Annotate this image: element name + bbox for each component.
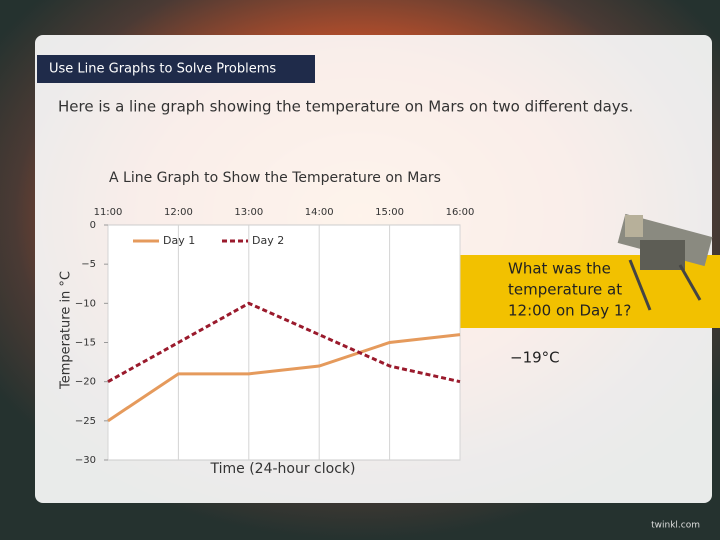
question-line: 12:00 on Day 1? <box>508 302 631 320</box>
y-tick-label: 0 <box>90 220 96 231</box>
x-tick-label: 14:00 <box>305 207 334 218</box>
y-tick-label: −25 <box>75 416 96 427</box>
x-tick-label: 12:00 <box>164 207 193 218</box>
legend-label: Day 1 <box>163 234 195 247</box>
intro-text: Here is a line graph showing the tempera… <box>58 98 633 116</box>
y-tick-label: −5 <box>81 259 96 270</box>
y-tick-label: −15 <box>75 338 96 349</box>
x-tick-label: 15:00 <box>375 207 404 218</box>
y-tick-label: −20 <box>75 377 96 388</box>
series-line <box>107 333 461 423</box>
x-tick-label: 16:00 <box>446 207 475 218</box>
y-tick-label: −30 <box>75 455 96 466</box>
x-axis-label: Time (24-hour clock) <box>210 461 356 477</box>
chart-title: A Line Graph to Show the Temperature on … <box>109 170 441 186</box>
legend-label: Day 2 <box>252 234 284 247</box>
answer: −19°C <box>510 349 560 367</box>
header-box <box>37 55 315 83</box>
question-line: temperature at <box>508 281 622 299</box>
x-tick-label: 13:00 <box>234 207 263 218</box>
series-line <box>107 301 461 384</box>
question: What was the temperature at 12:00 on Day 1… <box>508 260 631 320</box>
header-label: Use Line Graphs to Solve Problems <box>49 62 276 77</box>
footer: twinkl.com <box>651 521 700 531</box>
y-axis-label: Temperature in °C <box>59 271 74 390</box>
plot-area <box>107 224 461 461</box>
rover-illustration <box>617 213 713 311</box>
question-line: What was the <box>508 260 611 278</box>
y-tick-label: −10 <box>75 298 96 309</box>
x-tick-label: 11:00 <box>94 207 123 218</box>
